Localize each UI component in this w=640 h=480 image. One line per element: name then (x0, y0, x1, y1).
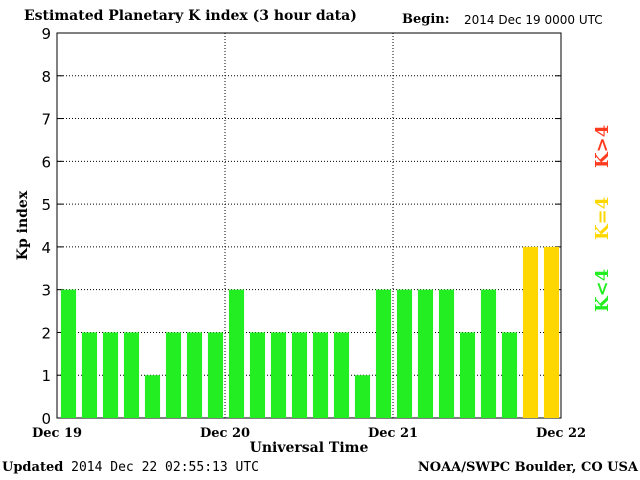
kp-bar (102, 332, 119, 418)
plot-frame (56, 32, 562, 419)
x-tick-label: Dec 20 (200, 426, 250, 441)
kp-bar (270, 332, 287, 418)
begin-value: 2014 Dec 19 0000 UTC (464, 13, 603, 27)
legend-k-equal-4: K=4 (592, 196, 613, 240)
kp-bar (438, 289, 455, 418)
x-tick-label: Dec 19 (32, 426, 82, 441)
chart-title: Estimated Planetary K index (3 hour data… (24, 8, 357, 24)
kp-bar (396, 289, 413, 418)
kp-bar (165, 332, 182, 418)
y-tick-label: 3 (41, 282, 51, 300)
updated-label: Updated (2, 460, 64, 475)
kp-bar (249, 332, 266, 418)
kp-bar (543, 246, 560, 418)
y-tick-label: 2 (41, 324, 51, 342)
kp-bar (354, 375, 371, 418)
y-tick-label: 5 (41, 196, 51, 214)
kp-bar (207, 332, 224, 418)
kp-bar (81, 332, 98, 418)
kp-bar (312, 332, 329, 418)
legend-k-less-4: K<4 (592, 268, 613, 312)
kp-bar (375, 289, 392, 418)
x-tick-label: Dec 21 (368, 426, 418, 441)
kp-bar (291, 332, 308, 418)
x-axis-label: Universal Time (250, 440, 369, 456)
data-source: NOAA/SWPC Boulder, CO USA (417, 460, 638, 475)
updated-timestamp: Updated 2014 Dec 22 02:55:13 UTC (2, 460, 259, 475)
kp-bar (417, 289, 434, 418)
kp-bar (228, 289, 245, 418)
kp-bar (144, 375, 161, 418)
kp-bar (186, 332, 203, 418)
kp-bar (60, 289, 77, 418)
legend-k-greater-4: K>4 (592, 124, 613, 168)
y-tick-label: 9 (41, 25, 51, 43)
x-tick-label: Dec 22 (536, 426, 586, 441)
begin-label: Begin: (402, 12, 450, 27)
kp-bar (459, 332, 476, 418)
kp-bar (501, 332, 518, 418)
y-tick-label: 0 (41, 410, 51, 428)
y-tick-label: 6 (41, 153, 51, 171)
kp-bar (333, 332, 350, 418)
kp-bar (522, 246, 539, 418)
y-axis-label: Kp index (15, 190, 31, 260)
y-tick-label: 4 (41, 239, 51, 257)
y-tick-label: 8 (41, 68, 51, 86)
y-tick-label: 1 (41, 367, 51, 385)
kp-bar (123, 332, 140, 418)
kp-bar (480, 289, 497, 418)
updated-value: 2014 Dec 22 02:55:13 UTC (71, 460, 259, 475)
y-tick-label: 7 (41, 111, 51, 129)
